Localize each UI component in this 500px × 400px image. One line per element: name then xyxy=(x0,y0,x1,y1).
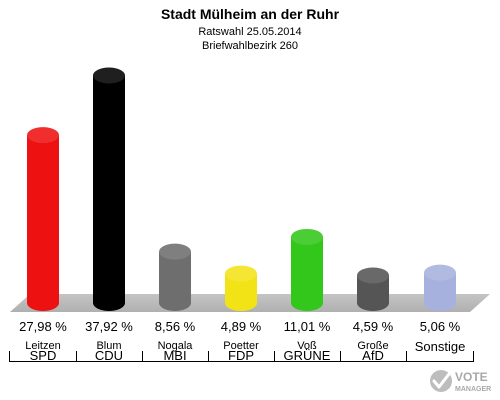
value-labels-group: 27,98 % 37,92 % 8,56 % 4,89 % 11,01 % 4,59 % 5… xyxy=(19,319,461,334)
value-label-spd: 27,98 % xyxy=(19,319,67,334)
category-label-afd: AfD xyxy=(362,348,384,363)
bar-mbi xyxy=(159,243,191,311)
candidate-label-spd: Leitzen xyxy=(25,340,60,352)
candidate-label-afd: Große xyxy=(357,340,388,352)
bar-body-sonstige xyxy=(424,272,456,311)
chart-subtitle: Ratswahl 25.05.2014 xyxy=(198,26,301,38)
chart-title: Stadt Mülheim an der Ruhr xyxy=(161,6,340,22)
logo-manager: MANAGER xyxy=(455,386,491,393)
category-label-spd: SPD xyxy=(30,348,57,363)
bar-cap-afd xyxy=(357,267,389,284)
bar-body-spd xyxy=(27,135,59,311)
bar-cap-spd xyxy=(27,127,59,144)
value-label-mbi: 8,56 % xyxy=(155,319,196,334)
bar-cap-sonstige xyxy=(424,264,456,281)
ballot-check-icon xyxy=(430,370,452,392)
bracket-ticks-group xyxy=(9,351,474,362)
value-label-gr-ne: 11,01 % xyxy=(284,319,331,334)
bar-body-fdp xyxy=(225,273,257,311)
bar-body-mbi xyxy=(159,251,191,311)
bar-cdu xyxy=(93,67,125,311)
logo-vote: VOTE xyxy=(455,370,488,384)
bar-gr-ne xyxy=(291,228,323,311)
vote-manager-logo: VOTE MANAGER xyxy=(430,370,491,393)
bar-sonstige xyxy=(424,264,456,311)
chart-district: Briefwahlbezirk 260 xyxy=(202,40,298,52)
category-label-gr-ne: GRÜNE xyxy=(284,348,331,363)
bar-body-afd xyxy=(357,275,389,311)
category-label-fdp: FDP xyxy=(228,348,254,363)
candidate-label-mbi: Nogala xyxy=(158,340,194,352)
bar-cap-fdp xyxy=(225,265,257,282)
value-label-sonstige: 5,06 % xyxy=(420,319,461,334)
bar-cap-cdu xyxy=(93,67,125,84)
category-label-sonstige: Sonstige xyxy=(415,339,466,354)
category-label-cdu: CDU xyxy=(95,348,123,363)
value-label-afd: 4,59 % xyxy=(353,319,394,334)
value-label-fdp: 4,89 % xyxy=(221,319,262,334)
bars-group xyxy=(27,67,456,311)
bar-afd xyxy=(357,267,389,311)
bar-spd xyxy=(27,127,59,311)
value-label-cdu: 37,92 % xyxy=(85,319,133,334)
bar-cap-mbi xyxy=(159,243,191,260)
category-label-mbi: MBI xyxy=(163,348,186,363)
candidate-label-fdp: Poetter xyxy=(223,340,259,352)
candidate-label-gr-ne: Voß xyxy=(297,340,317,352)
bar-cap-gr-ne xyxy=(291,228,323,245)
bar-body-gr-ne xyxy=(291,236,323,311)
category-labels-group: LeitzenSPDBlumCDUNogalaMBIPoetterFDPVoßG… xyxy=(25,339,465,363)
bar-fdp xyxy=(225,265,257,311)
candidate-label-cdu: Blum xyxy=(96,340,121,352)
bar-body-cdu xyxy=(93,75,125,311)
